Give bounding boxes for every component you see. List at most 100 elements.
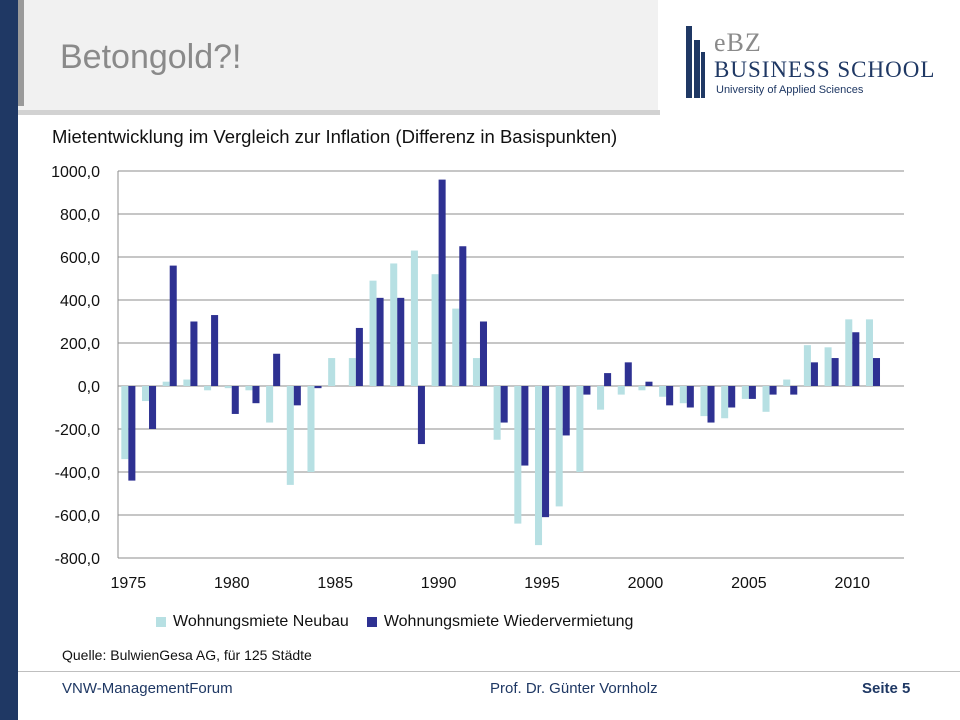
bar-neubau	[328, 358, 336, 386]
x-tick-label: 2000	[628, 575, 664, 592]
bar-neubau	[493, 386, 501, 440]
bar-neubau	[845, 319, 853, 386]
y-tick-label: 800,0	[60, 207, 100, 224]
bar-wiedervermietung	[500, 386, 508, 423]
legend-swatch-neubau	[156, 617, 166, 627]
bar-wiedervermietung	[169, 265, 177, 386]
bar-neubau	[700, 386, 708, 417]
footer-page-number: Seite 5	[862, 680, 911, 697]
legend-item-wiedervermietung: Wohnungsmiete Wiedervermietung	[366, 613, 634, 631]
bar-neubau	[679, 386, 687, 404]
chart-title: Mietentwicklung im Vergleich zur Inflati…	[52, 126, 618, 147]
ebz-logo: eBZ BUSINESS SCHOOL University of Applie…	[680, 22, 950, 102]
bar-neubau	[638, 386, 646, 391]
legend-swatch-wiedervermietung	[366, 617, 377, 627]
y-tick-label: 600,0	[60, 250, 100, 267]
bar-neubau	[721, 386, 729, 419]
legend-label-neubau: Wohnungsmiete Neubau	[173, 613, 349, 630]
x-tick-label: 1975	[111, 575, 147, 592]
bar-wiedervermietung	[273, 353, 281, 386]
bar-neubau	[514, 386, 522, 524]
bar-neubau	[783, 379, 791, 386]
bar-wiedervermietung	[314, 386, 322, 389]
bar-neubau	[390, 263, 398, 386]
bar-wiedervermietung	[769, 386, 777, 395]
bar-neubau	[741, 386, 749, 399]
legend-label-wiedervermietung: Wohnungsmiete Wiedervermietung	[383, 613, 634, 630]
logo-university-text: University of Applied Sciences	[716, 84, 864, 96]
bar-wiedervermietung	[438, 179, 446, 386]
bar-neubau	[410, 250, 418, 386]
y-tick-label: 400,0	[60, 293, 100, 310]
bar-wiedervermietung	[583, 386, 591, 395]
footer-event: VNW-ManagementForum	[62, 680, 233, 697]
bar-wiedervermietung	[459, 246, 467, 386]
x-tick-label: 2005	[731, 575, 767, 592]
bar-neubau	[431, 274, 439, 386]
bar-wiedervermietung	[231, 386, 239, 414]
y-tick-label: 0,0	[78, 379, 100, 396]
x-tick-label: 2010	[834, 575, 870, 592]
left-accent-bar	[0, 0, 18, 720]
bar-wiedervermietung	[604, 373, 612, 386]
bar-wiedervermietung	[376, 297, 384, 386]
bar-wiedervermietung	[211, 315, 219, 386]
bar-wiedervermietung	[624, 362, 632, 386]
bar-neubau	[803, 345, 811, 386]
legend-item-neubau: Wohnungsmiete Neubau	[156, 613, 349, 631]
y-tick-label: -600,0	[55, 508, 100, 525]
bar-wiedervermietung	[852, 332, 860, 386]
bar-neubau	[865, 319, 873, 386]
bar-neubau	[824, 347, 832, 386]
chart-legend: Wohnungsmiete Neubau Wohnungsmiete Wiede…	[156, 613, 633, 631]
bar-neubau	[204, 386, 212, 391]
bar-neubau	[266, 386, 274, 423]
bar-wiedervermietung	[872, 358, 881, 386]
bar-wiedervermietung	[707, 386, 715, 423]
x-tick-label: 1995	[524, 575, 560, 592]
bar-wiedervermietung	[686, 386, 694, 408]
title-accent	[18, 0, 24, 106]
bar-neubau	[452, 308, 460, 386]
footer-divider	[18, 671, 960, 672]
bar-neubau	[472, 358, 480, 386]
bar-neubau	[762, 386, 770, 412]
bar-neubau	[224, 386, 232, 389]
logo-school-text: BUSINESS SCHOOL	[714, 57, 936, 82]
bar-wiedervermietung	[479, 321, 488, 386]
bar-neubau	[307, 386, 315, 472]
bar-wiedervermietung	[790, 386, 798, 395]
bar-neubau	[348, 358, 356, 386]
source-note: Quelle: BulwienGesa AG, für 125 Städte	[62, 647, 312, 663]
bar-wiedervermietung	[831, 358, 839, 386]
footer-author: Prof. Dr. Günter Vornholz	[490, 680, 658, 697]
bar-wiedervermietung	[149, 386, 157, 429]
logo-mark-icon	[686, 26, 705, 98]
bar-neubau	[597, 386, 605, 410]
bar-wiedervermietung	[748, 386, 756, 399]
bar-neubau	[617, 386, 625, 395]
x-tick-label: 1980	[214, 575, 250, 592]
y-tick-label: -800,0	[55, 551, 100, 568]
bar-wiedervermietung	[728, 386, 736, 408]
y-tick-label: 1000,0	[51, 164, 100, 181]
bar-wiedervermietung	[521, 386, 529, 466]
logo-ebz-text: eBZ	[714, 28, 762, 57]
bar-wiedervermietung	[397, 297, 405, 386]
title-band	[18, 0, 658, 110]
slide-title: Betongold?!	[60, 38, 242, 76]
bar-neubau	[183, 379, 191, 386]
bar-neubau	[555, 386, 563, 507]
bar-wiedervermietung	[190, 321, 198, 386]
bar-wiedervermietung	[293, 386, 301, 406]
title-separator	[18, 110, 660, 115]
bar-neubau	[286, 386, 294, 485]
bar-wiedervermietung	[355, 327, 363, 386]
y-tick-label: -400,0	[55, 465, 100, 482]
bar-wiedervermietung	[417, 386, 425, 445]
bar-neubau	[121, 386, 129, 460]
grid-layer	[118, 170, 904, 559]
bar-wiedervermietung	[252, 386, 260, 404]
x-tick-label: 1985	[317, 575, 353, 592]
